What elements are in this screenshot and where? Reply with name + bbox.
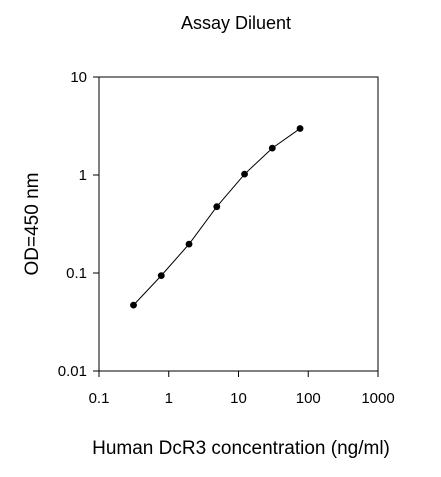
x-axis-label: Human DcR3 concentration (ng/ml) [92,438,390,459]
data-point [268,144,276,152]
y-tick-label: 10 [70,69,87,86]
chart-title: Assay Diluent [181,13,291,33]
y-axis: 0.01 0.1 1 10 [58,69,99,380]
x-tick-label: 1000 [361,390,394,407]
x-tick-label: 1 [165,390,173,407]
x-axis: 0.1 1 10 100 1000 [89,371,395,407]
data-point [157,272,165,280]
data-point [296,125,304,132]
plot-frame [98,76,379,372]
y-tick-label: 0.1 [66,265,87,282]
y-axis-label: OD=450 nm [22,173,43,276]
y-tick-label: 1 [79,167,87,184]
data-point [241,170,248,178]
data-point [213,203,221,211]
plot-area [98,76,379,372]
data-point [130,301,137,309]
series-line [133,128,301,306]
x-tick-label: 10 [230,390,247,407]
x-tick-label: 100 [296,390,321,407]
x-tick-label: 0.1 [89,390,110,407]
y-tick-label: 0.01 [58,363,87,380]
data-point [185,240,193,248]
series-layer [130,125,304,309]
